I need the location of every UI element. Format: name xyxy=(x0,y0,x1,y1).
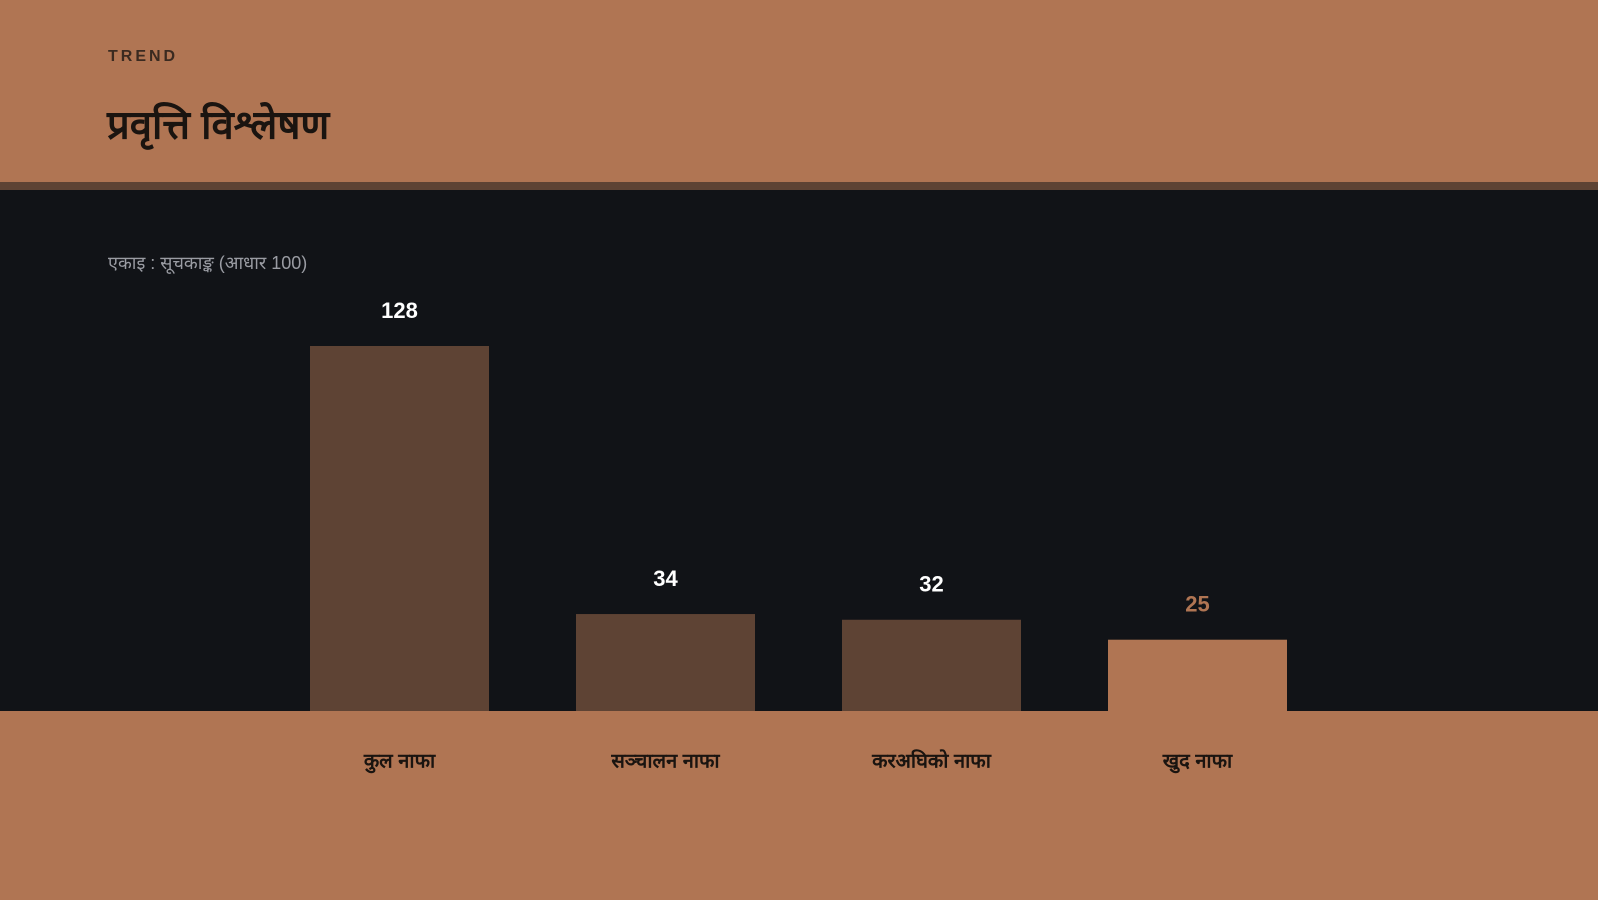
value-label: 34 xyxy=(653,566,678,591)
value-label: 128 xyxy=(381,298,418,323)
footer-band xyxy=(0,711,1598,900)
plot-area xyxy=(0,190,1598,711)
bar xyxy=(842,619,1021,711)
header-band xyxy=(0,0,1598,182)
x-tick-label: कुल नाफा xyxy=(363,750,436,773)
bar xyxy=(576,614,755,711)
chart-title: प्रवृत्ति विश्लेषण xyxy=(106,102,331,151)
bar xyxy=(1108,639,1287,711)
bar xyxy=(310,346,489,711)
subtitle: एकाइ : सूचकाङ्क (आधार 100) xyxy=(108,253,307,274)
x-tick-label: करअघिको नाफा xyxy=(871,748,992,772)
x-tick-label: खुद नाफा xyxy=(1162,750,1233,773)
eyebrow: TREND xyxy=(108,48,178,65)
value-label: 25 xyxy=(1185,592,1209,617)
value-label: 32 xyxy=(919,572,943,597)
header-rule xyxy=(0,182,1598,190)
x-tick-label: सञ्चालन नाफा xyxy=(610,750,720,772)
